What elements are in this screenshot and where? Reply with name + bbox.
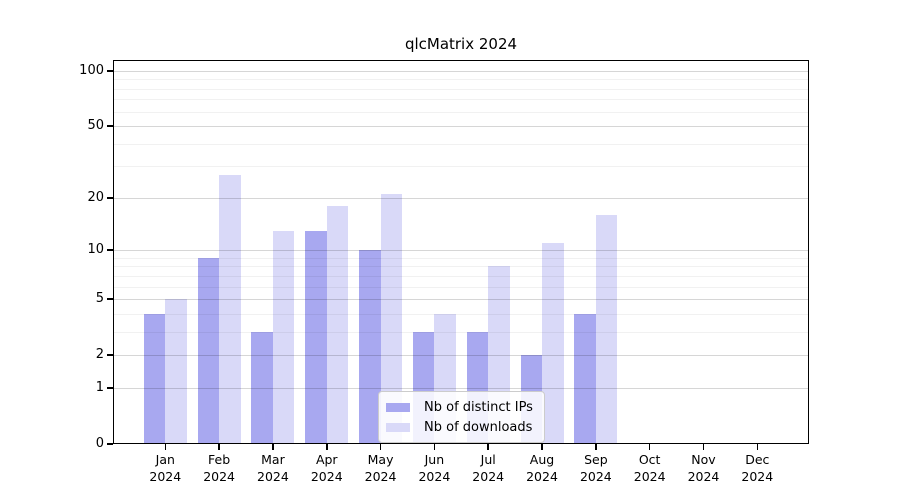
x-tick-label-may: May 2024: [364, 452, 397, 484]
y-tick-mark: [107, 443, 113, 445]
legend-swatch-downloads: [386, 422, 410, 432]
y-tick-mark: [107, 354, 113, 356]
bar-downloads-jan: [165, 299, 187, 444]
y-tick-label: 5: [95, 291, 104, 307]
major-gridline: [114, 355, 808, 357]
y-tick-mark: [107, 298, 113, 300]
bar-distinct-ips-mar: [251, 331, 273, 444]
bar-distinct-ips-jan: [143, 313, 166, 444]
x-tick-label-dec: Dec 2024: [741, 452, 774, 484]
major-gridline: [114, 387, 808, 389]
major-gridline: [114, 299, 808, 301]
x-tick-mark: [379, 444, 382, 450]
y-tick-mark: [107, 70, 113, 72]
y-tick-mark: [107, 249, 113, 251]
y-tick-label: 50: [87, 118, 104, 134]
x-tick-mark: [164, 444, 167, 450]
legend-label-downloads: Nb of downloads: [424, 419, 533, 435]
legend-label-distinct-ips: Nb of distinct IPs: [424, 399, 533, 415]
legend-swatch-distinct-ips: [386, 402, 410, 412]
x-tick-label-jun: Jun 2024: [418, 452, 451, 484]
bar-distinct-ips-apr: [305, 230, 327, 444]
x-tick-label-feb: Feb 2024: [203, 452, 236, 484]
bar-distinct-ips-may: [359, 250, 381, 444]
minor-gridline: [114, 275, 808, 277]
legend-item-distinct-ips: Nb of distinct IPs: [386, 397, 533, 417]
x-tick-mark: [702, 444, 705, 450]
y-tick-label: 2: [95, 347, 104, 363]
y-tick-label: 10: [87, 242, 104, 258]
legend-item-downloads: Nb of downloads: [386, 417, 533, 437]
minor-gridline: [114, 266, 808, 268]
bar-downloads-aug: [542, 243, 564, 444]
chart-title: qlcMatrix 2024: [404, 35, 518, 53]
x-tick-mark: [648, 444, 651, 450]
minor-gridline: [114, 99, 808, 101]
y-tick-mark: [107, 197, 113, 199]
minor-gridline: [114, 88, 808, 90]
bar-downloads-apr: [326, 205, 349, 444]
y-tick-mark: [107, 387, 113, 389]
minor-gridline: [114, 143, 808, 145]
x-tick-label-apr: Apr 2024: [310, 452, 343, 484]
x-tick-label-jan: Jan 2024: [149, 452, 182, 484]
major-gridline: [114, 197, 808, 199]
x-tick-mark: [433, 444, 436, 450]
x-tick-mark: [326, 444, 328, 450]
x-tick-mark: [541, 444, 543, 450]
bar-distinct-ips-feb: [197, 257, 220, 444]
x-tick-mark: [756, 444, 759, 450]
x-tick-mark: [595, 444, 597, 450]
x-tick-label-mar: Mar 2024: [257, 452, 289, 484]
bar-distinct-ips-sep: [574, 313, 596, 444]
y-tick-label: 20: [87, 189, 104, 205]
major-gridline: [114, 70, 808, 72]
minor-gridline: [114, 331, 808, 333]
bar-downloads-sep: [595, 214, 618, 444]
legend: Nb of distinct IPs Nb of downloads: [378, 391, 545, 443]
minor-gridline: [114, 313, 808, 315]
y-tick-label: 1: [95, 379, 104, 395]
bar-downloads-feb: [219, 174, 241, 444]
x-tick-label-jul: Jul 2024: [472, 452, 505, 484]
x-tick-label-sep: Sep 2024: [579, 452, 612, 484]
minor-gridline: [114, 166, 808, 168]
minor-gridline: [114, 257, 808, 259]
major-gridline: [114, 126, 808, 128]
minor-gridline: [114, 79, 808, 81]
major-gridline: [114, 250, 808, 252]
y-tick-label: 100: [79, 62, 104, 78]
x-tick-label-oct: Oct 2024: [633, 452, 666, 484]
x-tick-mark: [272, 444, 274, 450]
x-tick-mark: [487, 444, 489, 450]
x-tick-label-aug: Aug 2024: [526, 452, 558, 484]
minor-gridline: [114, 286, 808, 288]
y-tick-mark: [107, 125, 113, 127]
y-tick-label: 0: [95, 436, 104, 451]
x-tick-label-nov: Nov 2024: [687, 452, 720, 484]
bar-downloads-may: [380, 194, 403, 444]
bar-downloads-mar: [272, 230, 295, 444]
x-tick-mark: [218, 444, 220, 450]
minor-gridline: [114, 111, 808, 113]
